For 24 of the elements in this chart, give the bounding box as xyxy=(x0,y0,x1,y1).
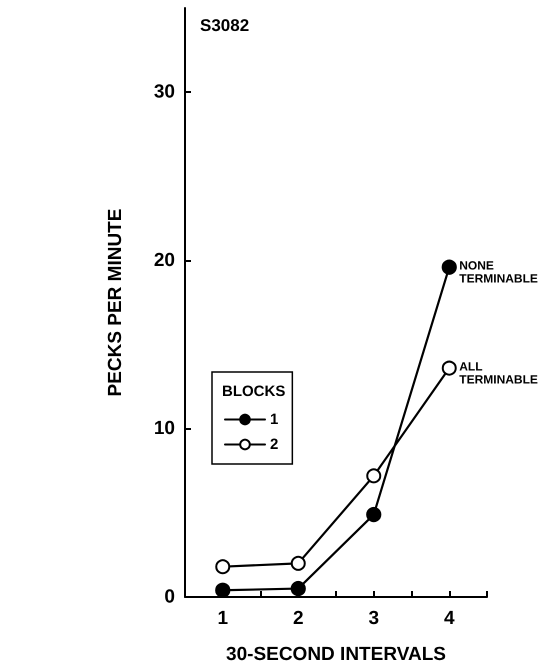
y-tick-label: 10 xyxy=(154,418,175,440)
legend-label: 1 xyxy=(270,411,278,428)
y-tick-label: 30 xyxy=(154,82,175,103)
x-tick-label: 2 xyxy=(292,608,304,629)
point xyxy=(215,582,230,598)
x-axis-title: 30-SECOND INTERVALS xyxy=(226,644,446,665)
point xyxy=(442,360,457,376)
x-tick-label: 1 xyxy=(217,608,228,629)
y-axis-title: PECKS PER MINUTE xyxy=(105,208,126,396)
annotation: ALL TERMINABLE xyxy=(459,360,538,387)
x-tick-label: 3 xyxy=(368,608,380,629)
y-tick-label: 20 xyxy=(154,250,175,271)
x-tick-label: 4 xyxy=(444,608,455,629)
point xyxy=(290,580,306,596)
point xyxy=(215,559,230,574)
point xyxy=(366,468,382,484)
y-tick-label: 0 xyxy=(164,586,175,608)
point xyxy=(290,556,306,571)
legend-title: BLOCKS xyxy=(222,383,286,400)
legend-label: 2 xyxy=(270,436,278,453)
text: S3082 xyxy=(200,16,250,35)
annotation: NONE TERMINABLE xyxy=(459,258,538,286)
point xyxy=(442,260,457,275)
point xyxy=(366,506,382,522)
